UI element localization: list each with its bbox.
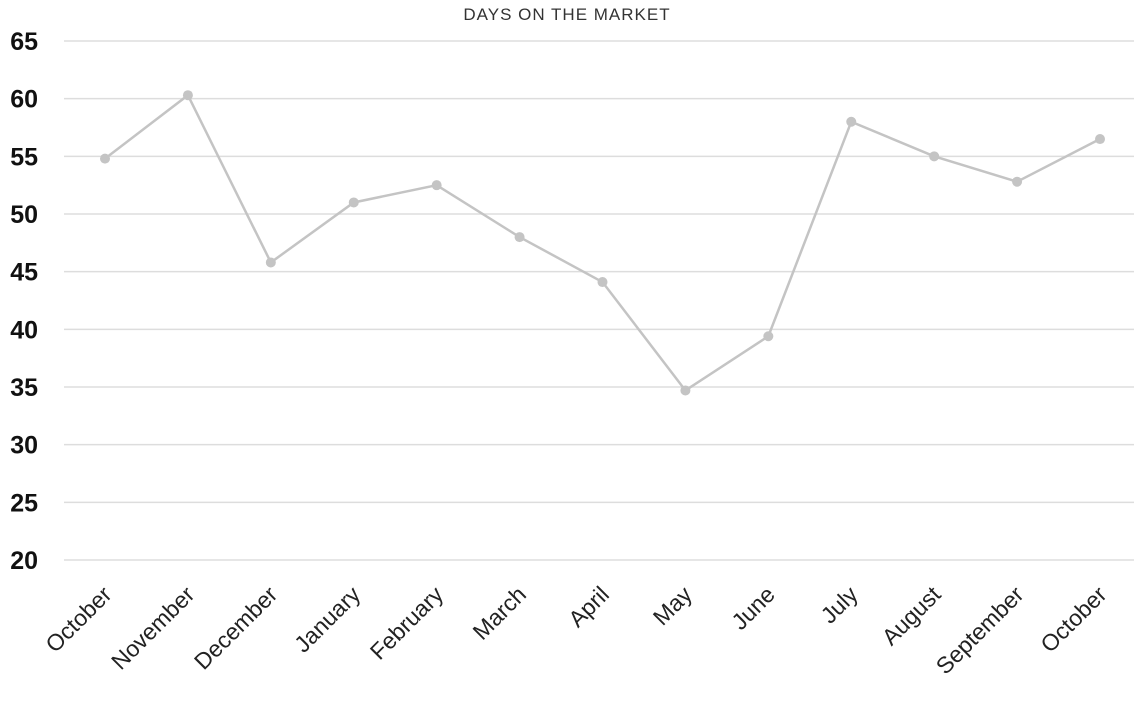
data-point: [100, 153, 110, 164]
data-point: [348, 197, 359, 208]
y-tick-label: 40: [10, 316, 38, 344]
chart-title: DAYS ON THE MARKET: [463, 5, 670, 24]
y-tick-label: 25: [10, 489, 38, 517]
x-tick-label: November: [106, 581, 200, 675]
x-tick-label: October: [40, 581, 116, 657]
data-point: [929, 151, 940, 162]
x-tick-label: January: [289, 581, 366, 658]
data-point: [680, 385, 691, 396]
x-tick-label: December: [189, 581, 283, 675]
y-tick-label: 20: [10, 547, 38, 575]
x-tick-label: April: [563, 581, 614, 632]
data-point: [265, 257, 276, 268]
y-tick-label: 30: [10, 432, 38, 460]
x-tick-label: March: [468, 581, 532, 645]
y-tick-label: 65: [10, 28, 38, 56]
y-tick-label: 50: [10, 201, 38, 229]
data-point: [597, 277, 608, 288]
y-tick-label: 60: [10, 86, 38, 114]
x-tick-label: May: [648, 581, 697, 630]
x-tick-label: September: [931, 581, 1029, 679]
data-point: [1012, 176, 1023, 187]
data-point: [1095, 134, 1105, 145]
y-tick-label: 55: [10, 143, 38, 171]
series-line: [104, 93, 1101, 393]
data-point: [514, 232, 525, 243]
y-tick-label: 45: [10, 259, 38, 287]
y-tick-label: 35: [10, 374, 38, 402]
data-point: [182, 90, 193, 101]
data-point: [846, 116, 857, 127]
x-tick-label: July: [815, 581, 863, 629]
x-tick-label: February: [365, 581, 449, 665]
x-tick-label: October: [1035, 581, 1111, 657]
data-point: [763, 331, 774, 342]
x-tick-label: June: [726, 581, 780, 635]
x-tick-label: August: [877, 581, 946, 650]
data-point: [431, 180, 442, 191]
